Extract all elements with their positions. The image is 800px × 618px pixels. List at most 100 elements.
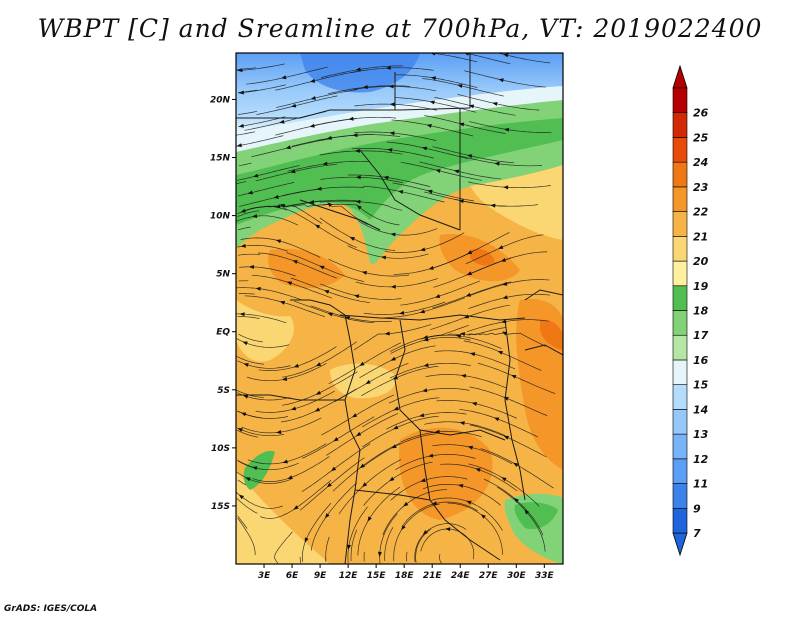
streamline — [467, 251, 548, 276]
streamline — [246, 66, 328, 85]
colorbar-label: 12 — [693, 453, 709, 466]
streamline — [238, 333, 263, 343]
field-yellow-band-east — [470, 160, 563, 240]
field-blue-core — [300, 53, 420, 93]
streamline — [313, 116, 397, 126]
streamline-arrow — [503, 396, 509, 401]
streamline-arrow — [390, 356, 396, 361]
streamline-arrow — [419, 413, 425, 418]
streamline — [395, 74, 478, 88]
streamline — [238, 116, 286, 127]
colorbar-swatch — [672, 260, 688, 287]
lon-tick-label: 3E — [258, 571, 271, 581]
streamline-arrow — [503, 185, 509, 190]
streamline — [237, 411, 288, 419]
streamline-arrow — [279, 204, 286, 208]
colorbar-swatch — [672, 433, 688, 460]
colorbar-label: 20 — [693, 255, 709, 268]
streamline-arrow — [392, 375, 398, 380]
streamline-arrow — [422, 388, 428, 393]
streamline-arrow — [255, 286, 261, 291]
latitude-axis: 20N 15N 10N 5N EQ 5S 10S 15S — [210, 95, 236, 512]
streamline-arrow — [434, 429, 440, 434]
streamline — [469, 424, 547, 458]
colorbar-swatch — [672, 507, 688, 534]
streamline-arrow — [421, 146, 428, 151]
streamline-arrow — [431, 501, 437, 506]
streamline-arrow — [316, 186, 322, 191]
streamline — [237, 515, 248, 529]
streamline-arrow — [502, 295, 508, 300]
streamline-arrow — [347, 544, 352, 550]
streamline-arrow — [279, 300, 286, 305]
streamline-arrow — [319, 265, 325, 270]
streamline — [468, 463, 540, 507]
colorbar-label: 17 — [693, 329, 709, 342]
streamline — [236, 287, 302, 301]
streamline-arrow — [420, 247, 426, 252]
streamline — [361, 365, 439, 397]
streamline-arrow — [314, 407, 321, 412]
streamline-arrow — [247, 190, 253, 195]
colorbar-swatch — [672, 359, 688, 385]
streamline — [422, 483, 501, 506]
streamline-arrow — [471, 402, 478, 406]
colorbar-label: 13 — [693, 428, 709, 441]
streamline — [334, 362, 409, 403]
lat-tick-label: 5S — [217, 386, 230, 396]
streamline — [414, 523, 467, 563]
streamline-arrow — [453, 169, 460, 174]
streamline — [299, 556, 301, 564]
streamline — [241, 417, 322, 434]
streamline-arrow — [315, 390, 321, 395]
streamline-arrow — [480, 514, 486, 519]
streamline-arrow — [239, 312, 245, 317]
streamline-arrow — [455, 334, 461, 339]
streamline — [332, 442, 401, 492]
lon-tick-label: 12E — [339, 571, 359, 581]
streamline-arrow — [389, 102, 395, 107]
streamline — [362, 415, 439, 448]
streamline-arrow — [457, 84, 463, 88]
streamline-arrow — [423, 363, 429, 367]
streamline — [469, 121, 552, 133]
streamline — [362, 397, 440, 428]
streamline — [294, 300, 375, 324]
colorbar-label: 7 — [693, 527, 701, 540]
streamline — [258, 346, 337, 371]
streamline-arrow — [501, 319, 507, 324]
streamline-arrow — [290, 169, 296, 174]
colorbar-max-arrow — [672, 64, 688, 89]
streamline-arrow — [355, 67, 361, 72]
plot-title: WBPT [C] and Sreamline at 700hPa, VT: 20… — [37, 14, 763, 43]
streamline-arrow — [292, 260, 298, 264]
streamline — [237, 111, 257, 115]
streamline — [236, 181, 247, 184]
streamline — [302, 502, 332, 562]
streamline-arrow — [309, 78, 316, 83]
streamline-arrow — [348, 116, 354, 121]
streamline-arrow — [367, 516, 372, 522]
streamline — [240, 237, 321, 258]
streamline — [424, 421, 506, 436]
streamline — [459, 155, 543, 167]
colorbar-swatch — [672, 285, 688, 311]
streamline — [257, 252, 337, 279]
streamline-arrow — [401, 524, 406, 531]
streamline-arrow — [355, 199, 361, 204]
streamline-arrow — [286, 281, 293, 286]
field-red-orange-2 — [540, 319, 563, 350]
colorbar-swatch — [672, 409, 688, 435]
colorbar-label: 23 — [693, 181, 709, 194]
lon-tick-label: 33E — [535, 571, 555, 581]
streamline-arrow — [359, 361, 365, 366]
streamline — [359, 345, 436, 379]
streamline-arrow — [314, 224, 321, 229]
streamline-arrow — [237, 428, 243, 432]
streamline-arrow — [383, 175, 389, 180]
streamline — [355, 278, 438, 288]
streamline — [236, 131, 256, 136]
streamline-arrow — [435, 169, 441, 173]
streamline — [425, 374, 507, 389]
streamline — [382, 489, 447, 536]
